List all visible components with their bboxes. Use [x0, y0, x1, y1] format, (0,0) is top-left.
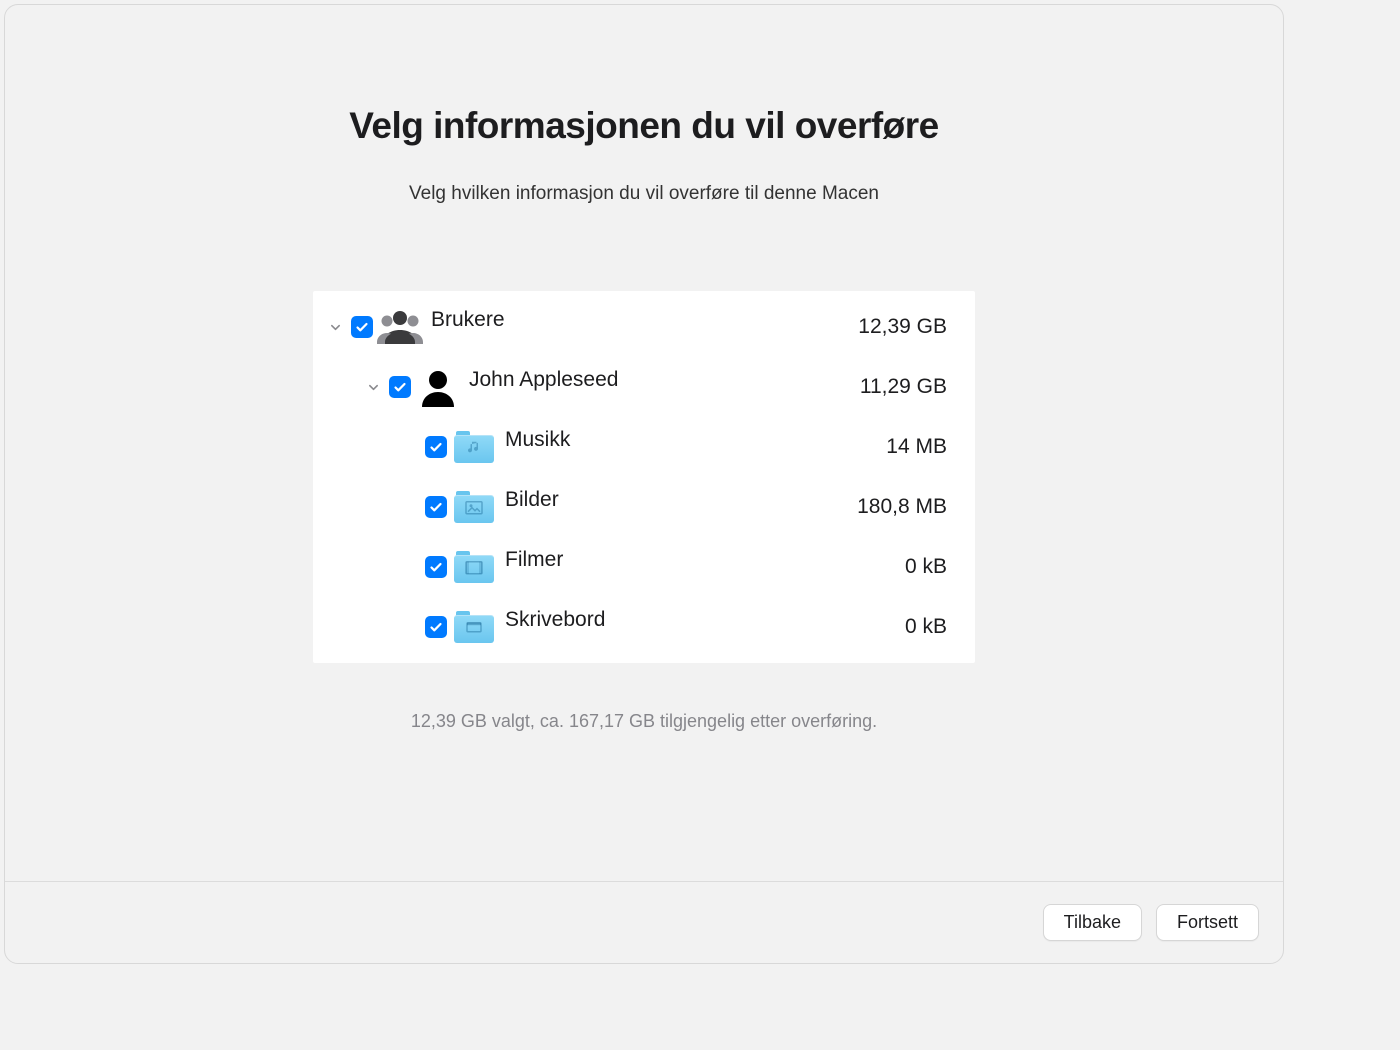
status-text: 12,39 GB valgt, ca. 167,17 GB tilgjengel… — [411, 711, 877, 732]
tree-row-users[interactable]: Brukere 12,39 GB — [313, 297, 975, 357]
music-label: Musikk — [505, 428, 570, 452]
checkbox-pictures[interactable] — [425, 496, 447, 518]
footer-bar: Tilbake Fortsett — [5, 881, 1283, 963]
transfer-tree: Brukere 12,39 GB — [313, 291, 975, 663]
tree-row-music[interactable]: Musikk 14 MB — [313, 417, 975, 477]
tree-row-movies[interactable]: Filmer 0 kB — [313, 537, 975, 597]
music-size: 14 MB — [886, 435, 947, 459]
movies-size: 0 kB — [905, 555, 947, 579]
continue-button[interactable]: Fortsett — [1156, 904, 1259, 941]
desktop-size: 0 kB — [905, 615, 947, 639]
chevron-down-icon[interactable] — [365, 379, 381, 395]
users-size: 12,39 GB — [858, 315, 947, 339]
tree-row-pictures[interactable]: Bilder 180,8 MB — [313, 477, 975, 537]
movies-label: Filmer — [505, 548, 563, 572]
checkbox-desktop[interactable] — [425, 616, 447, 638]
pictures-label: Bilder — [505, 488, 559, 512]
users-group-icon — [377, 304, 423, 350]
desktop-folder-icon — [451, 604, 497, 650]
tree-row-desktop[interactable]: Skrivebord 0 kB — [313, 597, 975, 657]
desktop-label: Skrivebord — [505, 608, 605, 632]
page-subtitle: Velg hvilken informasjon du vil overføre… — [409, 183, 879, 205]
chevron-down-icon[interactable] — [327, 319, 343, 335]
users-label: Brukere — [431, 308, 505, 332]
main-content: Velg informasjonen du vil overføre Velg … — [5, 5, 1283, 881]
checkbox-users[interactable] — [351, 316, 373, 338]
checkbox-music[interactable] — [425, 436, 447, 458]
pictures-size: 180,8 MB — [857, 495, 947, 519]
migration-assistant-window: Velg informasjonen du vil overføre Velg … — [4, 4, 1284, 964]
person-icon — [415, 364, 461, 410]
back-button[interactable]: Tilbake — [1043, 904, 1142, 941]
movies-folder-icon — [451, 544, 497, 590]
page-title: Velg informasjonen du vil overføre — [349, 105, 939, 147]
pictures-folder-icon — [451, 484, 497, 530]
tree-row-user[interactable]: John Appleseed 11,29 GB — [313, 357, 975, 417]
user-size: 11,29 GB — [860, 375, 947, 399]
music-folder-icon — [451, 424, 497, 470]
checkbox-user[interactable] — [389, 376, 411, 398]
user-label: John Appleseed — [469, 368, 618, 392]
checkbox-movies[interactable] — [425, 556, 447, 578]
